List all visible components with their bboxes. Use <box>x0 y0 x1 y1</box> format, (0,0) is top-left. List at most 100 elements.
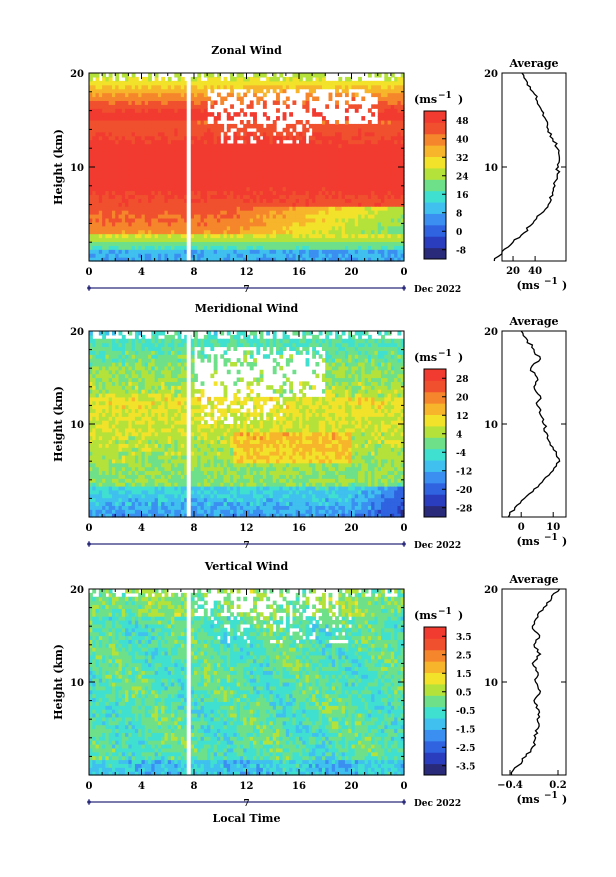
heatmap-cell <box>273 140 277 145</box>
colorbar-tick-label: 16 <box>456 191 469 201</box>
heatmap-cell <box>325 104 329 109</box>
colorbar-tick-label: 24 <box>456 172 469 182</box>
heatmap-cells <box>89 73 405 262</box>
heatmap-cell <box>230 93 234 98</box>
heatmap-cell <box>358 104 362 109</box>
heatmap-cell <box>240 108 244 113</box>
heatmap-cell <box>253 132 257 137</box>
heatmap-cell <box>217 136 221 141</box>
heatmap-cell <box>309 93 313 98</box>
heatmap-cell <box>227 112 231 117</box>
heatmap-cell <box>306 97 310 102</box>
heatmap-cell <box>302 124 306 129</box>
heatmap-cell <box>302 140 306 145</box>
heatmap-cell <box>217 140 221 145</box>
heatmap-cell <box>210 73 214 78</box>
heatmap-cell <box>250 104 254 109</box>
heatmap-cell <box>312 108 316 113</box>
heatmap-cell <box>388 77 392 82</box>
heatmap-cell <box>161 77 165 82</box>
heatmap-cell <box>361 97 365 102</box>
heatmap-cell <box>168 77 172 82</box>
heatmap-cell <box>89 77 93 82</box>
heatmap-cell <box>214 100 218 105</box>
heatmap-cell <box>135 77 139 82</box>
heatmap-cell <box>260 124 264 129</box>
heatmap-cell <box>217 93 221 98</box>
panel-title: Zonal Wind <box>211 44 282 57</box>
heatmap-cell <box>260 89 264 94</box>
heatmap-cell <box>243 112 247 117</box>
x-tick-label: 8 <box>191 267 198 278</box>
heatmap-cell <box>345 89 349 94</box>
heatmap-cell <box>115 73 119 78</box>
heatmap-cell <box>207 97 211 102</box>
colorbar-tick-label: 32 <box>456 154 469 164</box>
heatmap-cell <box>256 100 260 105</box>
heatmap-cell <box>306 128 310 133</box>
heatmap-cell <box>243 93 247 98</box>
profile-x-tick-label: 40 <box>528 266 542 277</box>
heatmap-cell <box>345 93 349 98</box>
heatmap-cell <box>368 120 372 125</box>
heatmap-cell <box>109 77 113 82</box>
heatmap-cell <box>214 120 218 125</box>
colorbar-band <box>424 179 446 191</box>
heatmap-cell <box>237 132 241 137</box>
heatmap-cell <box>315 97 319 102</box>
heatmap-cells <box>89 331 405 518</box>
heatmap-cell <box>345 108 349 113</box>
heatmap-cell <box>155 73 159 78</box>
heatmap-cell <box>224 140 228 145</box>
heatmap-cell <box>368 108 372 113</box>
day-label: 7 <box>243 285 249 295</box>
heatmap-cell <box>335 104 339 109</box>
heatmap-cell <box>115 77 119 82</box>
heatmap-cell <box>181 77 185 82</box>
heatmap-cell <box>329 93 333 98</box>
heatmap-cell <box>273 128 277 133</box>
heatmap-cell <box>335 120 339 125</box>
heatmap-cell <box>299 120 303 125</box>
heatmap-cell <box>237 93 241 98</box>
heatmap-cell <box>378 73 382 78</box>
heatmap-cell <box>220 128 224 133</box>
heatmap-cell <box>306 100 310 105</box>
heatmap-cell <box>224 132 228 137</box>
heatmap-cell <box>276 116 280 121</box>
colorbar-band <box>424 213 446 225</box>
heatmap-cell <box>105 331 109 335</box>
heatmap-cell <box>302 136 306 141</box>
heatmap-cell <box>276 97 280 102</box>
colorbar-tick-label: 40 <box>456 135 469 145</box>
day-axis-dot <box>87 286 91 290</box>
colorbar-band <box>424 111 446 123</box>
heatmap-cell <box>286 128 290 133</box>
heatmap-cell <box>220 124 224 129</box>
heatmap-cell <box>338 77 342 82</box>
colorbar-unit-close: ) <box>458 93 463 106</box>
heatmap-cell <box>204 100 208 105</box>
heatmap-cell <box>237 112 241 117</box>
heatmap-cell <box>325 120 329 125</box>
x-tick-label: 0 <box>401 267 408 278</box>
heatmap-cell <box>204 89 208 94</box>
heatmap-cell <box>240 97 244 102</box>
heatmap-cell <box>260 97 264 102</box>
heatmap-cell <box>210 104 214 109</box>
heatmap-cell <box>391 73 395 78</box>
colorbar-band <box>424 191 446 203</box>
heatmap-cell <box>306 120 310 125</box>
heatmap-cell <box>253 93 257 98</box>
y-axis-label: Height (km) <box>52 129 65 205</box>
heatmap-cell <box>279 132 283 137</box>
heatmap-cell <box>368 73 372 78</box>
heatmap-cell <box>230 104 234 109</box>
heatmap-cell <box>253 120 257 125</box>
data-gap <box>187 73 191 261</box>
profile-x-label: (ms <box>516 279 539 292</box>
heatmap-cell <box>263 112 267 117</box>
